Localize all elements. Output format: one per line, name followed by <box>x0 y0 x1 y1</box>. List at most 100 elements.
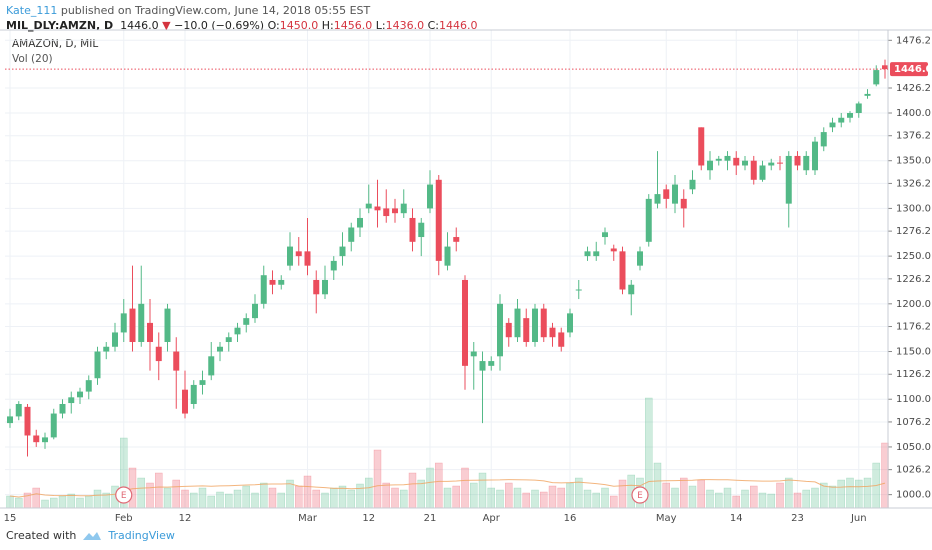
candle-body <box>400 203 407 214</box>
y-tick-label: 1000.0 <box>896 490 931 501</box>
grid <box>5 30 888 508</box>
candle-body <box>689 179 696 190</box>
volume-bar <box>732 495 740 509</box>
candle-body <box>339 246 346 257</box>
y-tick-label: 1226.2 <box>896 274 931 285</box>
volume-bar <box>793 492 802 509</box>
event-marker <box>115 486 133 504</box>
logo <box>83 531 102 540</box>
volume-bar <box>295 485 303 509</box>
chart-title: AMAZON, D, MIL <box>12 38 98 50</box>
volume-bar <box>513 487 522 509</box>
candle-body <box>672 184 678 204</box>
event-label: E <box>637 491 643 501</box>
candle-body <box>147 322 153 342</box>
change: −10.0 (−0.69%) <box>174 19 265 32</box>
candle-body <box>497 303 503 357</box>
volume-bar <box>531 489 539 509</box>
candle-body <box>260 275 267 304</box>
y-tick-label: 1350.0 <box>896 156 931 167</box>
candle-body <box>698 127 705 166</box>
footer-brand[interactable]: TradingView <box>108 529 175 542</box>
volume-bar <box>548 485 557 509</box>
candle-body <box>103 346 110 352</box>
candle-body <box>225 337 232 342</box>
volume-bar <box>863 477 872 509</box>
volume-bar <box>837 479 845 509</box>
volume-bar <box>181 489 189 509</box>
candle-body <box>295 251 302 257</box>
volume-bar <box>347 489 355 509</box>
candle-body <box>50 413 57 438</box>
ohlc-key: O: <box>267 19 280 32</box>
ohlc-key: L: <box>375 19 386 32</box>
candle-body <box>85 380 92 392</box>
volume-bar <box>32 487 40 509</box>
candle-body <box>864 93 871 96</box>
candle-body <box>759 165 766 180</box>
volume-bar <box>251 492 259 509</box>
candle-body <box>42 437 48 443</box>
event-label: E <box>121 491 127 501</box>
candle-body <box>724 155 731 161</box>
candle-body <box>855 103 862 114</box>
candle-body <box>654 194 661 204</box>
volume-bar <box>216 491 224 509</box>
candle-body <box>794 155 801 166</box>
volume-bar <box>408 472 417 509</box>
candle-body <box>68 397 75 404</box>
footer-prefix: Created with <box>6 529 77 542</box>
volume-bar <box>382 482 390 509</box>
volume-bar <box>76 497 84 509</box>
candle-body <box>444 246 451 266</box>
volume-bar <box>828 485 837 509</box>
volume-bar <box>85 495 93 509</box>
volume-bar <box>741 489 749 509</box>
candle-body <box>94 351 101 379</box>
volume-bar <box>15 497 23 509</box>
candle-body <box>479 361 486 371</box>
author[interactable]: Kate_111 <box>6 4 58 17</box>
candle-body <box>768 162 775 166</box>
last-price-label: 1446.0 <box>894 64 932 75</box>
volume-bar <box>6 495 14 509</box>
x-tick-label: Mar <box>298 513 318 524</box>
volume-bar <box>671 487 679 509</box>
candle-body <box>269 279 276 285</box>
volume-bar <box>242 485 250 509</box>
volume-bar <box>155 472 163 509</box>
y-tick-label: 1200.0 <box>896 299 931 310</box>
volume-bar <box>583 489 592 509</box>
volume-bar <box>452 485 460 509</box>
volume-bar <box>435 462 443 509</box>
volume-bar <box>592 492 600 509</box>
volume-bar <box>137 477 145 509</box>
volume-bar <box>163 487 172 509</box>
volume-bar <box>688 485 697 509</box>
event-marker <box>631 486 649 504</box>
candle-body <box>505 322 512 338</box>
y-tick-label: 1150.0 <box>896 347 931 358</box>
candle-body <box>453 237 460 242</box>
candle-body <box>812 141 818 171</box>
candle-body <box>435 179 442 261</box>
candle-body <box>558 332 565 347</box>
candle-body <box>24 406 31 436</box>
candle-body <box>733 157 740 166</box>
candle-body <box>217 346 223 352</box>
candle-body <box>602 232 608 238</box>
candle-body <box>567 313 573 333</box>
volume-bar <box>400 489 408 509</box>
volume-bar <box>496 489 504 509</box>
candle-body <box>278 279 285 285</box>
candle-body <box>750 160 757 180</box>
candle-body <box>330 260 337 271</box>
candle-body <box>540 308 547 338</box>
candle-body <box>514 308 521 338</box>
volume-bar <box>618 479 627 509</box>
y-tick-label: 1326.2 <box>896 178 931 189</box>
candle-body <box>155 346 162 362</box>
last-price-box <box>890 62 928 77</box>
y-tick-label: 1050.0 <box>896 442 931 453</box>
